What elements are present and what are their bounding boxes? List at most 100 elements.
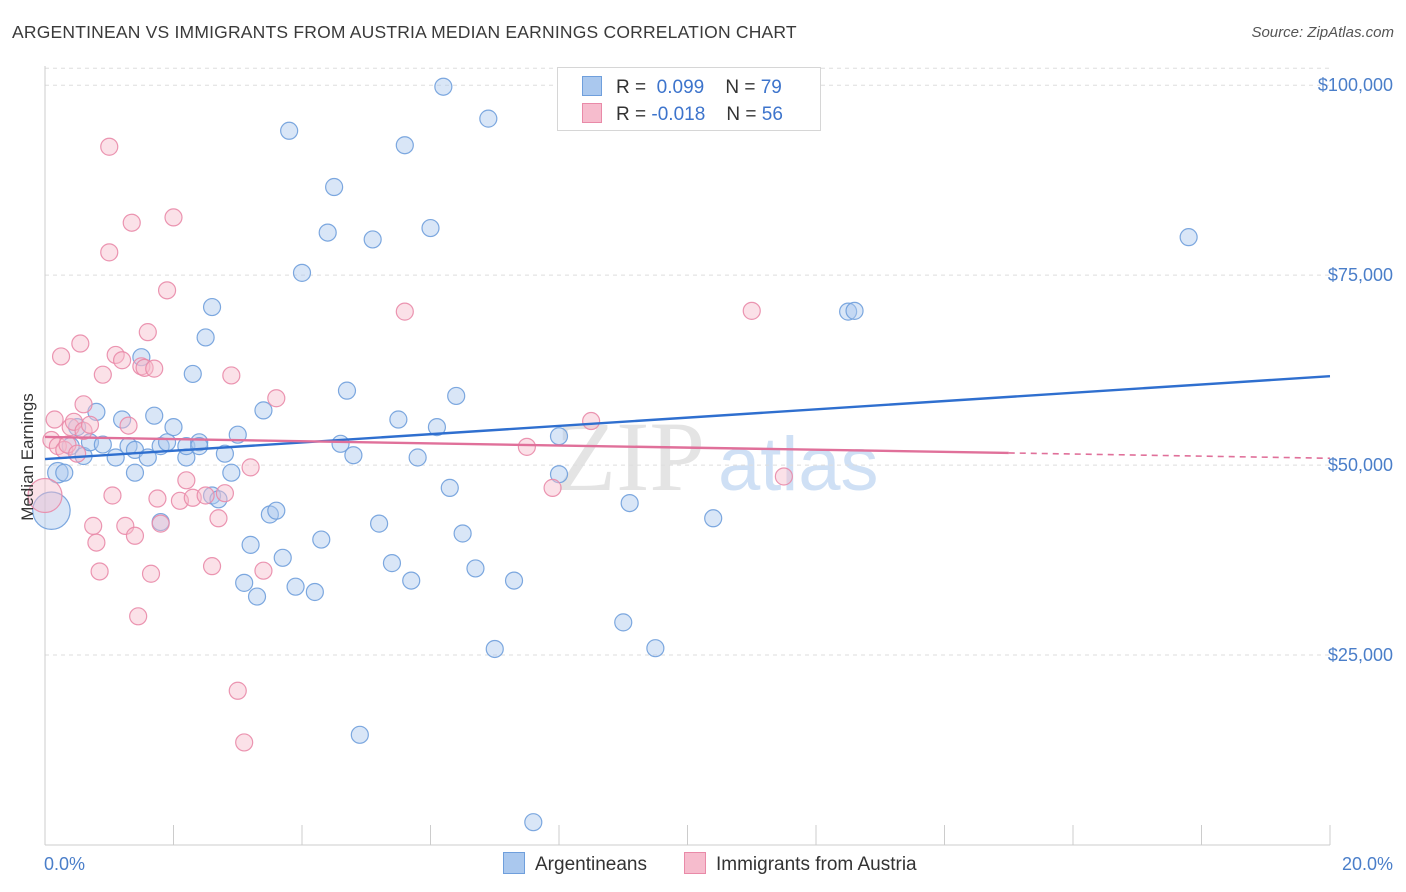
y-tick-label: $100,000 (1318, 75, 1393, 95)
point-argentineans (1179, 228, 1198, 247)
point-immigrants-from-austria (267, 389, 286, 408)
point-argentineans (479, 109, 498, 128)
point-immigrants-from-austria (74, 395, 93, 414)
point-immigrants-from-austria (112, 351, 132, 370)
point-argentineans (254, 401, 273, 420)
point-argentineans (202, 297, 222, 317)
point-argentineans (845, 301, 864, 320)
point-argentineans (196, 328, 215, 347)
point-argentineans (402, 571, 421, 590)
point-immigrants-from-austria (517, 437, 536, 456)
point-argentineans (190, 433, 209, 452)
point-immigrants-from-austria (196, 486, 215, 505)
point-argentineans (350, 725, 369, 744)
point-argentineans (447, 386, 466, 406)
point-immigrants-from-austria (395, 302, 414, 321)
bottom-legend-swatch-pink (684, 852, 706, 874)
bottom-legend-label: Immigrants from Austria (716, 854, 917, 875)
point-argentineans (614, 613, 633, 632)
point-argentineans (395, 136, 414, 155)
point-immigrants-from-austria (71, 334, 90, 353)
watermark-zip: ZIP (555, 401, 705, 512)
point-argentineans (273, 548, 292, 567)
point-argentineans (235, 573, 254, 592)
point-argentineans (839, 302, 858, 321)
point-immigrants-from-austria (742, 301, 761, 320)
y-tick-label: $25,000 (1328, 645, 1393, 665)
point-immigrants-from-austria (80, 415, 100, 434)
point-immigrants-from-austria (116, 516, 135, 535)
point-argentineans (157, 433, 177, 452)
point-argentineans (280, 121, 299, 140)
legend-n-label: N = (726, 104, 757, 125)
point-immigrants-from-austria (135, 358, 154, 377)
point-immigrants-from-austria (125, 526, 145, 545)
point-immigrants-from-austria (100, 243, 119, 262)
point-argentineans (440, 478, 459, 497)
correlation-legend: R = 0.099 N = 79 R = -0.018 N = 56 (557, 67, 821, 131)
point-immigrants-from-austria (27, 477, 63, 514)
y-tick-label: $50,000 (1328, 455, 1393, 475)
point-immigrants-from-austria (215, 484, 234, 503)
axis-labels: $25,000 $50,000 $75,000 $100,000 0.0% 20.0% Me… (18, 75, 1393, 874)
point-argentineans (55, 463, 74, 482)
point-immigrants-from-austria (58, 435, 77, 454)
point-argentineans (93, 435, 112, 454)
point-argentineans (434, 77, 453, 96)
point-argentineans (292, 263, 312, 282)
point-immigrants-from-austria (148, 489, 167, 508)
point-immigrants-from-austria (157, 281, 177, 300)
point-argentineans (453, 524, 472, 543)
bottom-legend-immigrants-from-austria: Immigrants from Austria (684, 852, 917, 876)
point-immigrants-from-austria (87, 533, 106, 552)
point-immigrants-from-austria (90, 562, 109, 581)
bottom-legend-label: Argentineans (535, 854, 647, 875)
legend-r-label: R = (616, 77, 647, 98)
legend-row-argentineans: R = 0.099 N = 79 (582, 76, 782, 100)
series-immigrants-from-austria (27, 137, 793, 752)
point-immigrants-from-austria (103, 486, 122, 505)
point-argentineans (164, 418, 183, 437)
point-argentineans (125, 463, 145, 482)
point-immigrants-from-austria (202, 557, 222, 576)
legend-swatch-pink (582, 103, 602, 123)
point-argentineans (286, 577, 305, 596)
point-argentineans (247, 587, 267, 606)
point-immigrants-from-austria (222, 366, 241, 385)
point-argentineans (47, 461, 69, 484)
legend-r-value: -0.018 (651, 104, 706, 125)
point-immigrants-from-austria (141, 564, 161, 583)
point-argentineans (485, 639, 504, 659)
trend-lines (44, 375, 1331, 461)
point-argentineans (241, 535, 260, 554)
point-immigrants-from-austria (241, 458, 260, 477)
point-immigrants-from-austria (145, 359, 164, 378)
point-argentineans (363, 230, 382, 249)
point-immigrants-from-austria (177, 471, 196, 490)
point-immigrants-from-austria (45, 410, 64, 429)
point-argentineans (215, 444, 234, 463)
point-argentineans (704, 509, 723, 528)
x-tick-label: 0.0% (44, 854, 85, 874)
point-immigrants-from-austria (582, 411, 601, 431)
point-argentineans (421, 218, 440, 238)
point-immigrants-from-austria (138, 323, 157, 342)
point-immigrants-from-austria (100, 137, 119, 156)
point-argentineans (646, 639, 665, 658)
point-argentineans (382, 554, 402, 573)
point-argentineans (305, 582, 324, 602)
point-immigrants-from-austria (543, 478, 562, 497)
point-argentineans (549, 427, 569, 446)
point-argentineans (504, 571, 524, 590)
legend-n-value: 79 (760, 77, 782, 98)
point-immigrants-from-austria (84, 516, 103, 535)
point-argentineans (620, 493, 639, 513)
legend-n-value: 56 (761, 104, 783, 125)
point-argentineans (267, 501, 286, 520)
point-immigrants-from-austria (51, 347, 71, 366)
point-argentineans (344, 446, 363, 465)
trend-line-immigrants-from-austria-dashed (1008, 452, 1331, 460)
point-argentineans (145, 406, 164, 425)
point-argentineans (427, 418, 447, 437)
